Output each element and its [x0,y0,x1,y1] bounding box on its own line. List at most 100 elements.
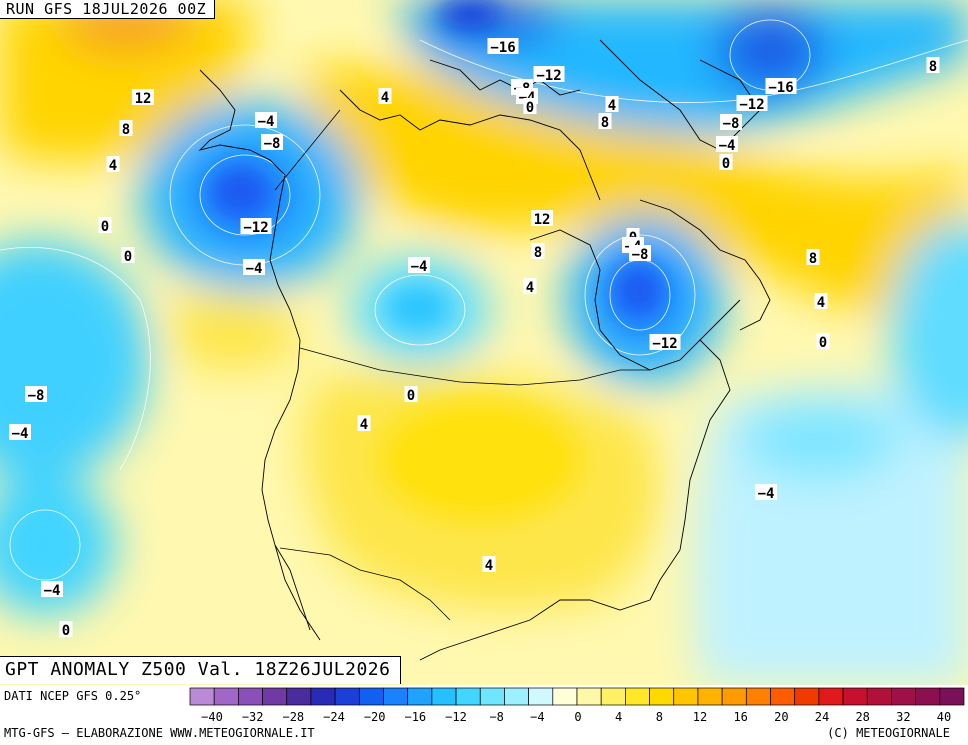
contour-label-bg [261,134,283,150]
contour-label-text: 0 [722,156,730,172]
contour-label-bg [243,259,265,275]
contour-label: 4 [605,96,619,114]
anomaly-cores [212,0,660,520]
scale-tick-label: −24 [323,710,345,724]
contour-label-bg [98,217,112,233]
coast-gulf [419,599,651,661]
scale-tick-label: 20 [774,710,788,724]
scale-cell [842,687,868,706]
scale-cell [600,687,626,706]
scale-cell [286,687,312,706]
scale-tick-label: 4 [615,710,622,724]
scale-tick-label: −8 [489,710,503,724]
contour-label-text: −4 [12,426,29,442]
contour-label-text: 4 [608,98,616,114]
contour-label-text: 8 [929,59,937,75]
border-alaska-canada [274,109,341,191]
contour-label-bg [9,424,31,440]
contour-label-text: −4 [411,259,428,275]
scale-tick-label: −32 [242,710,264,724]
contour-label-bg [132,89,154,105]
contour-label-text: 4 [381,90,389,106]
contour-label-text: −12 [243,220,268,236]
negative-core-arctic-east [715,5,825,95]
contour-label-text: −16 [768,80,793,96]
contour-label: −16 [487,38,519,56]
contour-label: 4 [482,556,496,574]
contour-label: 0 [98,217,112,235]
contour-label-text: −4 [44,583,61,599]
scale-cell [528,687,554,706]
contour-label-text: 8 [809,251,817,267]
core-gulf-alaska-deep [212,168,268,216]
contour-label-bg [605,96,619,112]
contour-label: 0 [523,98,537,116]
contour-label: −12 [649,334,681,352]
contour-label: −12 [533,66,565,84]
scale-tick-label: 8 [656,710,663,724]
contour-label-text: 0 [407,388,415,404]
scale-tick-label: −40 [201,710,223,724]
contour-label-bg [649,334,681,350]
contour-label: −12 [736,95,768,113]
positive-region-west [170,292,300,371]
scale-cell [455,687,481,706]
contour-label: 8 [119,120,133,138]
contour-label-bg [531,243,545,259]
contour-label-bg [598,113,612,129]
contour-label-bg [41,581,63,597]
contour-label-text: 4 [109,158,117,174]
contour-label-bg [378,88,392,104]
contour-label-bg [487,38,519,54]
contour-label-bg [533,66,565,82]
contour-label-text: −8 [632,247,649,263]
scale-tick-label: −16 [404,710,426,724]
contour-label-bg [765,78,797,94]
coast-arctic [339,89,601,201]
core-arctic-deep [440,0,500,28]
contour-label-text: −12 [739,97,764,113]
scale-cell [383,687,409,706]
negative-region-pacific-west [0,240,150,480]
core-hudson-deep [616,266,660,314]
contour-label: −12 [240,218,272,236]
scale-tick-label: 16 [733,710,747,724]
contour-lines [0,19,968,581]
coast-hudson [529,229,741,371]
contour-label-text: −16 [490,40,515,56]
scale-cell [552,687,578,706]
contour-label: 4 [106,156,120,174]
contour-label-text: 4 [817,295,825,311]
scale-cell [238,687,263,706]
contour-label-bg [719,154,733,170]
contour-label: −4 [755,484,777,502]
scale-tick-label: 12 [693,710,707,724]
contour-label: −8 [25,386,47,404]
scale-tick-label: −4 [530,710,544,724]
contour-label-text: 12 [534,212,551,228]
coast-alaska [198,69,286,286]
contour-label-bg [523,278,537,294]
contour-label-bg [25,386,47,402]
coast-east [649,339,731,601]
scale-tick-label: −12 [445,710,467,724]
contour-label: −4 [243,259,265,277]
contour-label: 4 [814,293,828,311]
core-plains-blue [388,286,448,330]
scale-cell [310,687,336,706]
contour-label-bg [806,249,820,265]
border-us-canada [299,347,650,386]
scale-cell [479,687,505,706]
credit-left: MTG-GFS — ELABORAZIONE WWW.METEOGIORNALE… [4,726,315,740]
contour-label-text: −8 [264,136,281,152]
coast-islands [429,59,581,96]
data-source: DATI NCEP GFS 0.25° [4,689,142,703]
contour-label-bg [523,98,537,114]
scale-cell [939,687,965,706]
contour-label-bg [531,210,553,226]
scale-tick-label: 32 [896,710,910,724]
contour-label-text: −8 [28,388,45,404]
contour-label-text: −8 [723,116,740,132]
scale-cell [673,687,699,706]
